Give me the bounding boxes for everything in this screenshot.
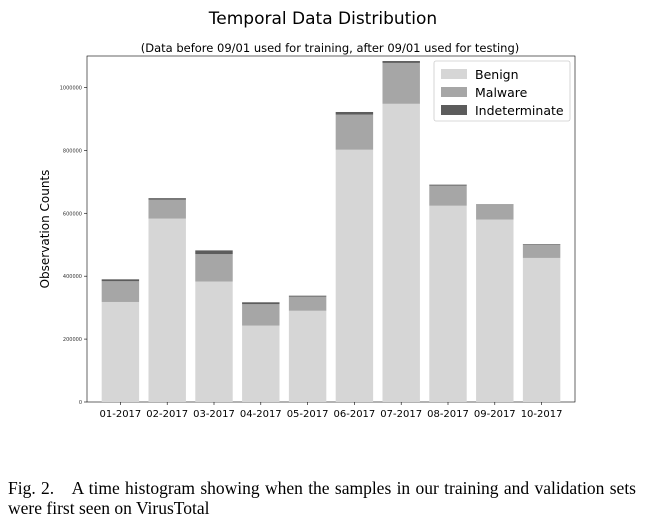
legend-label-benign: Benign	[475, 67, 519, 82]
bars-group	[101, 61, 561, 402]
y-tick-label: 600000	[63, 211, 82, 217]
bar-benign-06-2017	[335, 149, 374, 402]
bar-malware-08-2017	[429, 185, 467, 206]
x-tick-label: 01-2017	[100, 409, 142, 420]
bar-benign-07-2017	[382, 103, 420, 402]
x-tick-label: 04-2017	[240, 409, 282, 420]
y-axis-ticks: 0 200000 400000 600000 800000 1000000	[60, 85, 87, 406]
bar-malware-03-2017	[195, 254, 233, 282]
legend-swatch-benign	[441, 69, 467, 79]
legend-label-malware: Malware	[475, 85, 528, 100]
chart: Temporal Data Distribution (Data before …	[38, 9, 576, 420]
y-tick-label: 200000	[63, 337, 82, 343]
plot-frame	[86, 55, 576, 403]
x-tick-label: 03-2017	[193, 409, 235, 420]
bar-indeterminate-06-2017	[335, 111, 374, 115]
bar-benign-02-2017	[148, 218, 186, 402]
bar-indeterminate-03-2017	[195, 250, 233, 255]
bar-malware-05-2017	[288, 296, 327, 311]
bar-malware-07-2017	[382, 62, 420, 104]
bar-benign-03-2017	[195, 281, 233, 402]
y-tick-label: 0	[79, 400, 82, 406]
y-tick-label: 800000	[63, 148, 82, 154]
legend-swatch-indeterminate	[441, 105, 467, 115]
chart-subtitle: (Data before 09/01 used for training, af…	[141, 41, 520, 55]
bar-indeterminate-01-2017	[101, 279, 140, 282]
x-tick-label: 05-2017	[287, 409, 329, 420]
x-tick-label: 06-2017	[334, 409, 376, 420]
y-tick-label: 400000	[63, 274, 82, 280]
bar-malware-02-2017	[148, 199, 186, 219]
bar-indeterminate-10-2017	[522, 244, 561, 245]
bar-malware-06-2017	[335, 114, 374, 150]
chart-title: Temporal Data Distribution	[208, 9, 437, 29]
bar-benign-10-2017	[522, 257, 561, 402]
y-tick-label: 1000000	[60, 85, 82, 91]
legend: Benign Malware Indeterminate	[433, 60, 571, 122]
x-axis-ticks: 01-2017 02-2017 03-2017 04-2017 05-2017 06-20…	[100, 402, 563, 420]
y-axis-label: Observation Counts	[38, 170, 52, 289]
bar-benign-05-2017	[288, 310, 327, 402]
legend-box	[433, 60, 571, 122]
bar-malware-10-2017	[522, 244, 561, 258]
legend-swatch-malware	[441, 87, 467, 97]
bar-benign-08-2017	[429, 205, 467, 402]
x-tick-label: 10-2017	[521, 409, 563, 420]
legend-label-indeterminate: Indeterminate	[475, 103, 564, 118]
x-tick-label: 07-2017	[380, 409, 422, 420]
x-tick-label: 09-2017	[474, 409, 516, 420]
bar-indeterminate-05-2017	[288, 295, 327, 297]
bar-malware-01-2017	[101, 281, 140, 302]
figure-caption: Fig. 2. A time histogram showing when th…	[8, 478, 636, 518]
x-tick-label: 08-2017	[427, 409, 469, 420]
bar-malware-09-2017	[476, 205, 514, 220]
bar-benign-09-2017	[476, 219, 514, 402]
x-tick-label: 02-2017	[146, 409, 188, 420]
bar-indeterminate-08-2017	[429, 184, 467, 186]
bar-indeterminate-04-2017	[242, 302, 280, 305]
bar-benign-04-2017	[242, 325, 280, 402]
bar-indeterminate-02-2017	[148, 198, 186, 200]
bar-malware-04-2017	[242, 304, 280, 326]
bar-benign-01-2017	[101, 301, 140, 402]
bar-indeterminate-09-2017	[476, 204, 514, 206]
bar-indeterminate-07-2017	[382, 61, 420, 63]
